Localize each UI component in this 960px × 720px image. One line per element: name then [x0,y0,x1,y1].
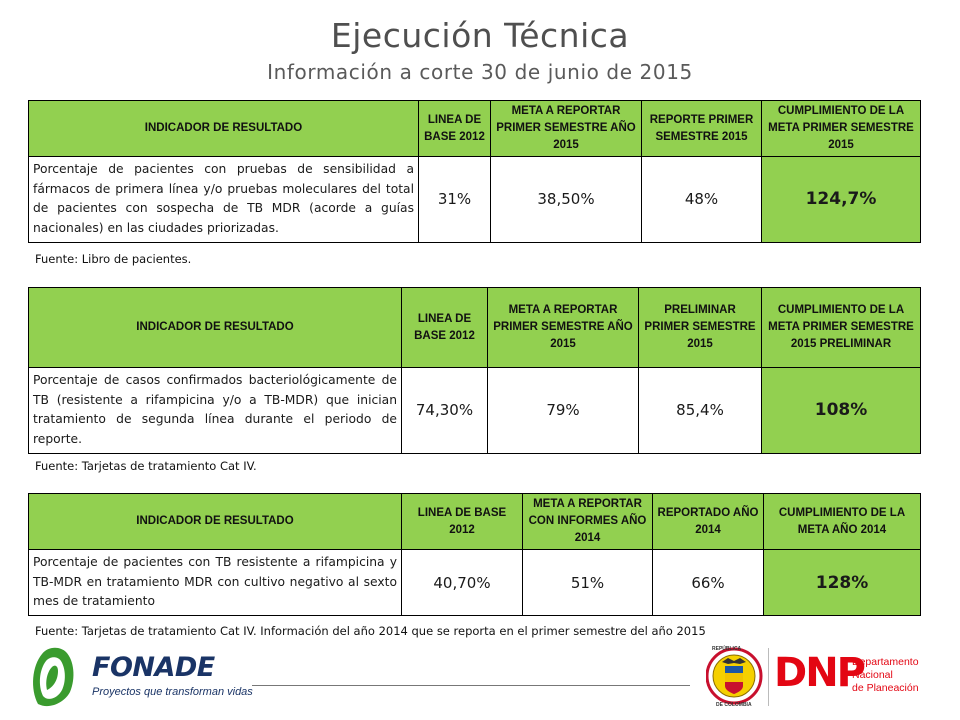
fonade-name: FONADE [92,652,215,683]
header-target: META A REPORTAR PRIMER SEMESTRE AÑO 2015 [487,287,639,368]
header-indicator: INDICADOR DE RESULTADO [28,100,419,157]
header-baseline: LINEA DE BASE 2012 [418,100,491,157]
header-report: REPORTE PRIMER SEMESTRE 2015 [641,100,762,157]
header-compliance: CUMPLIMIENTO DE LA META PRIMER SEMESTRE … [761,287,921,368]
page-subtitle: Información a corte 30 de junio de 2015 [267,60,693,84]
header-compliance: CUMPLIMIENTO DE LA META PRIMER SEMESTRE … [761,100,921,157]
dnp-logo: REPÚBLICA DE COLOMBIA DNP Departamento N… [706,644,930,710]
dnp-line-1: Departamento [852,656,919,668]
seal-top-text: REPÚBLICA [712,646,742,652]
target-value: 51% [522,548,653,617]
indicator-table-3: INDICADOR DE RESULTADO LINEA DE BASE 201… [28,493,921,617]
dnp-line-3: de Planeación [852,682,919,694]
header-indicator: INDICADOR DE RESULTADO [28,493,402,550]
compliance-value: 128% [763,548,921,617]
indicator-description: Porcentaje de pacientes con pruebas de s… [28,156,419,243]
indicator-table-2: INDICADOR DE RESULTADO LINEA DE BASE 201… [28,287,921,454]
fonade-emblem-icon [33,647,74,707]
footer-divider [252,685,690,686]
fonade-tagline: Proyectos que transforman vidas [92,686,253,698]
indicator-table-1: INDICADOR DE RESULTADO LINEA DE BASE 201… [28,100,921,243]
source-note-2: Fuente: Tarjetas de tratamiento Cat IV. [35,459,257,473]
dnp-line-2: Nacional [852,669,893,681]
header-preliminary: PRELIMINAR PRIMER SEMESTRE 2015 [638,287,762,368]
page-title: Ejecución Técnica [330,16,630,55]
baseline-value: 40,70% [401,548,523,617]
fonade-logo: FONADE Proyectos que transforman vidas [28,644,258,710]
header-baseline: LINEA DE BASE 2012 [401,287,488,368]
target-value: 38,50% [490,156,642,243]
target-value: 79% [487,367,639,454]
header-indicator: INDICADOR DE RESULTADO [28,287,402,368]
header-reported: REPORTADO AÑO 2014 [652,493,764,550]
baseline-value: 31% [418,156,491,243]
header-baseline: LINEA DE BASE 2012 [401,493,523,550]
baseline-value: 74,30% [401,367,488,454]
source-note-3: Fuente: Tarjetas de tratamiento Cat IV. … [35,624,706,638]
indicator-description: Porcentaje de pacientes con TB resistent… [28,548,402,617]
colombia-coat-of-arms-icon [706,647,763,705]
preliminary-value: 85,4% [638,367,762,454]
dnp-full-name: Departamento Nacional de Planeación [852,656,919,695]
compliance-value: 108% [761,367,921,454]
header-target: META A REPORTAR PRIMER SEMESTRE AÑO 2015 [490,100,642,157]
reported-value: 66% [652,548,764,617]
compliance-value: 124,7% [761,156,921,243]
logo-separator [768,648,769,706]
dnp-acronym: DNP [774,650,866,696]
source-note-1: Fuente: Libro de pacientes. [35,252,192,266]
header-target: META A REPORTAR CON INFORMES AÑO 2014 [522,493,653,550]
seal-bottom-text: DE COLOMBIA [716,702,752,708]
indicator-description: Porcentaje de casos confirmados bacterio… [28,367,402,454]
header-compliance: CUMPLIMIENTO DE LA META AÑO 2014 [763,493,921,550]
report-value: 48% [641,156,762,243]
